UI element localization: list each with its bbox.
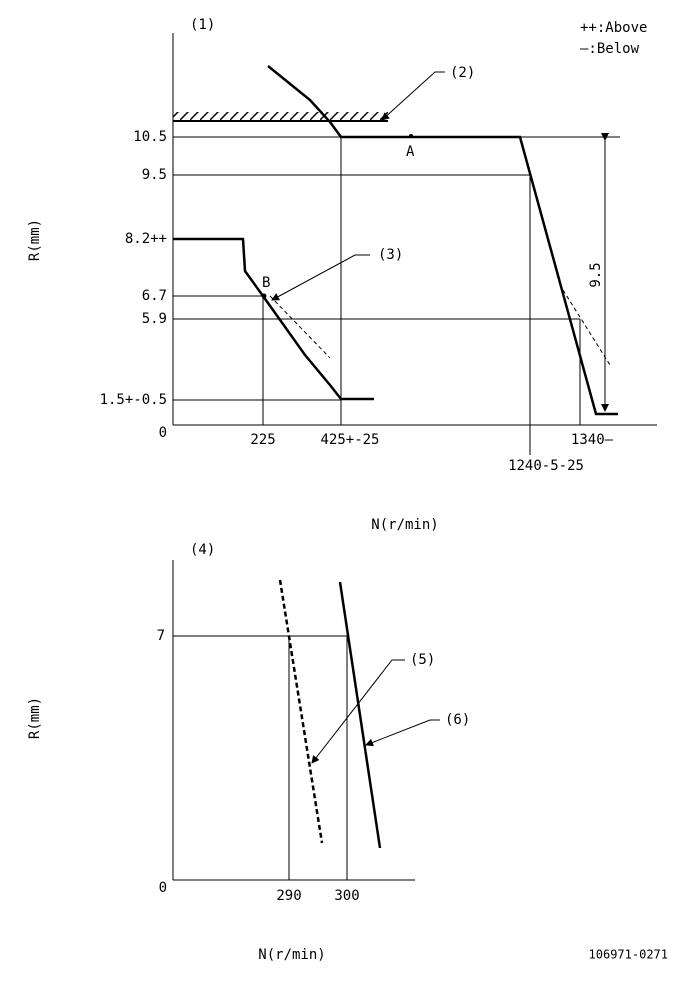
- label: (4): [190, 542, 215, 558]
- legend-below: —:Below: [580, 41, 640, 57]
- x-axis-label: N(r/min): [258, 947, 325, 963]
- y-label: 6.7: [142, 288, 167, 304]
- callout: (3): [378, 247, 403, 263]
- callout: (5): [410, 652, 435, 668]
- x-label: 1240-5-25: [508, 458, 584, 474]
- y-axis-label: R(mm): [27, 219, 43, 261]
- y-label: 0: [159, 880, 167, 896]
- y-axis-label: R(mm): [27, 697, 43, 739]
- diagram-2: (4) (5) (6) 7 0 290 300 R(mm) N(r/min) 1…: [27, 542, 668, 963]
- y-label: 1.5+-0.5: [100, 392, 167, 408]
- x-label: 300: [334, 888, 359, 904]
- dimension: 9.5: [588, 262, 604, 287]
- x-label: 225: [250, 432, 275, 448]
- point-label: B: [262, 275, 270, 291]
- legend-above: ++:Above: [580, 20, 647, 36]
- label: (1): [190, 17, 215, 33]
- code: 106971-0271: [589, 948, 668, 962]
- y-label: 5.9: [142, 311, 167, 327]
- y-label: 8.2++: [125, 231, 167, 247]
- x-label: 1340—: [571, 432, 614, 448]
- point-label: A: [406, 144, 415, 160]
- y-label: 0: [159, 425, 167, 441]
- callout: (6): [445, 712, 470, 728]
- diagram-1: (1) ++:Above —:Below (2) (3) A B 10.5 9.…: [27, 17, 657, 533]
- x-axis-label: N(r/min): [371, 517, 438, 533]
- y-label: 7: [157, 628, 165, 644]
- x-label: 425+-25: [320, 432, 379, 448]
- x-label: 290: [276, 888, 301, 904]
- callout: (2): [450, 65, 475, 81]
- y-label: 10.5: [133, 129, 167, 145]
- y-label: 9.5: [142, 167, 167, 183]
